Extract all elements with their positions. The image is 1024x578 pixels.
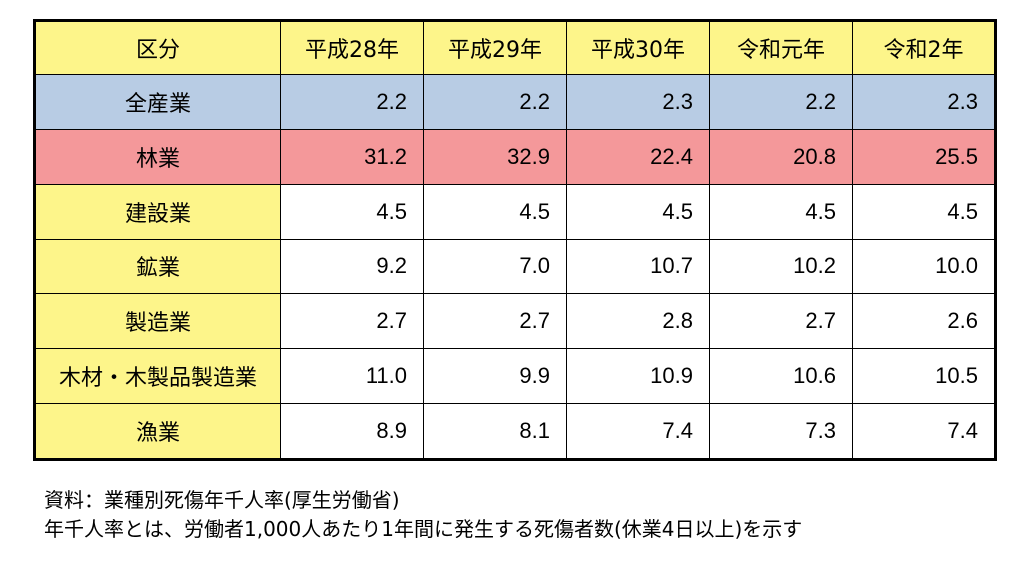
table-cell: 10.9 — [566, 348, 710, 405]
header-row: 区分 平成28年 平成29年 平成30年 令和元年 令和2年 — [34, 20, 996, 75]
header-year-h29: 平成29年 — [423, 20, 567, 75]
table-row-manufacturing: 製造業 2.7 2.7 2.8 2.7 2.6 — [34, 293, 996, 350]
table-cell: 32.9 — [423, 128, 567, 185]
table-cell: 10.5 — [852, 348, 996, 405]
row-label: 木材・木製品製造業 — [34, 348, 281, 405]
row-label: 全産業 — [34, 74, 281, 130]
table-row-all-industry: 全産業 2.2 2.2 2.3 2.2 2.3 — [34, 74, 996, 130]
table-cell: 2.2 — [280, 74, 424, 130]
row-label: 林業 — [34, 128, 281, 185]
table-cell: 2.3 — [852, 74, 996, 130]
table-row-construction: 建設業 4.5 4.5 4.5 4.5 4.5 — [34, 183, 996, 240]
table-cell: 4.5 — [280, 183, 424, 240]
header-year-h30: 平成30年 — [566, 20, 710, 75]
table-cell: 9.2 — [280, 238, 424, 295]
table-cell: 7.3 — [709, 403, 853, 460]
table-cell: 25.5 — [852, 128, 996, 185]
table-cell: 7.4 — [852, 403, 996, 460]
table-cell: 4.5 — [709, 183, 853, 240]
table-row-mining: 鉱業 9.2 7.0 10.7 10.2 10.0 — [34, 238, 996, 295]
row-label: 建設業 — [34, 183, 281, 240]
table-cell: 10.7 — [566, 238, 710, 295]
table-row-wood-products: 木材・木製品製造業 11.0 9.9 10.9 10.6 10.5 — [34, 348, 996, 405]
table-cell: 8.9 — [280, 403, 424, 460]
table-cell: 2.6 — [852, 293, 996, 350]
table-cell: 7.0 — [423, 238, 567, 295]
table-cell: 4.5 — [423, 183, 567, 240]
table-cell: 10.2 — [709, 238, 853, 295]
table-cell: 4.5 — [566, 183, 710, 240]
table-cell: 7.4 — [566, 403, 710, 460]
row-label: 漁業 — [34, 403, 281, 460]
header-year-r2: 令和2年 — [852, 20, 996, 75]
definition-note: 年千人率とは、労働者1,000人あたり1年間に発生する死傷者数(休業4日以上)を… — [44, 517, 803, 541]
table-cell: 2.7 — [709, 293, 853, 350]
row-label: 製造業 — [34, 293, 281, 350]
table-cell: 2.7 — [280, 293, 424, 350]
header-year-h28: 平成28年 — [280, 20, 424, 75]
table-row-fishery: 漁業 8.9 8.1 7.4 7.3 7.4 — [34, 403, 996, 460]
header-category: 区分 — [34, 20, 281, 75]
table-cell: 2.2 — [709, 74, 853, 130]
table-cell: 4.5 — [852, 183, 996, 240]
table-cell: 2.2 — [423, 74, 567, 130]
row-label: 鉱業 — [34, 238, 281, 295]
table-cell: 2.3 — [566, 74, 710, 130]
source-note: 資料：業種別死傷年千人率(厚生労働省) — [44, 488, 400, 512]
table-cell: 9.9 — [423, 348, 567, 405]
table-cell: 20.8 — [709, 128, 853, 185]
table-cell: 2.7 — [423, 293, 567, 350]
header-year-r1: 令和元年 — [709, 20, 853, 75]
accident-rate-table: 区分 平成28年 平成29年 平成30年 令和元年 令和2年 全産業 2.2 2… — [33, 19, 997, 461]
table-cell: 8.1 — [423, 403, 567, 460]
table-cell: 10.6 — [709, 348, 853, 405]
table-row-forestry: 林業 31.2 32.9 22.4 20.8 25.5 — [34, 128, 996, 185]
table-cell: 22.4 — [566, 128, 710, 185]
footnotes: 資料：業種別死傷年千人率(厚生労働省) 年千人率とは、労働者1,000人あたり1… — [44, 486, 802, 544]
table-cell: 11.0 — [280, 348, 424, 405]
table-cell: 2.8 — [566, 293, 710, 350]
table-cell: 10.0 — [852, 238, 996, 295]
table-cell: 31.2 — [280, 128, 424, 185]
